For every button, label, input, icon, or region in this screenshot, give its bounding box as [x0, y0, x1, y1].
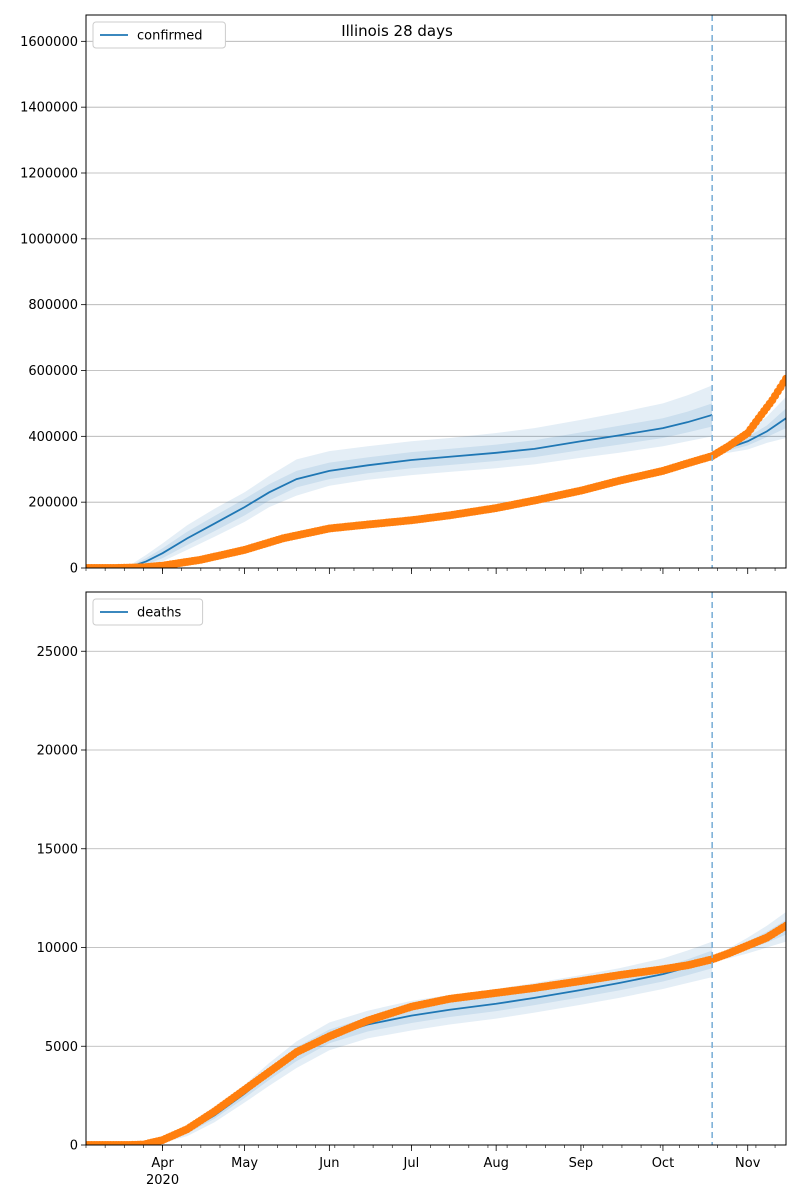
legend: confirmed: [92, 21, 226, 49]
y-tick-label-1: 200000: [28, 496, 78, 511]
y-tick-label-2: 10000: [37, 941, 78, 956]
y-tick-label-3: 15000: [37, 842, 78, 857]
confirmed-model-line-0: [86, 414, 713, 568]
x-tick-label-jul: Jul: [403, 1156, 420, 1171]
y-tick-label-0: 0: [70, 1139, 78, 1154]
y-tick-label-8: 1600000: [20, 35, 78, 50]
y-tick-label-6: 1200000: [20, 167, 78, 182]
confirmed-band-1-1: [712, 408, 786, 454]
y-tick-label-7: 1400000: [20, 101, 78, 116]
figure-title: Illinois 28 days: [341, 22, 453, 40]
y-tick-label-0: 0: [70, 562, 78, 577]
confirmed-band-0-0: [86, 385, 713, 568]
plot-area: [86, 911, 786, 1145]
axes-frame: [85, 591, 787, 1146]
x-tick-label-apr: Apr: [151, 1156, 174, 1171]
x-tick-label-may: May: [231, 1156, 258, 1171]
y-tick-label-2: 400000: [28, 430, 78, 445]
confirmed-band-1-0: [712, 396, 786, 455]
observed-point: [782, 374, 786, 383]
observed-points: [86, 374, 786, 568]
x-tick-label-oct: Oct: [652, 1156, 674, 1171]
axes-frame: [85, 14, 787, 569]
x-tick-label-nov: Nov: [735, 1156, 761, 1171]
deaths-band-0-1: [86, 950, 713, 1145]
legend-label-confirmed: confirmed: [137, 29, 203, 44]
y-tick-label-5: 25000: [37, 645, 78, 660]
y-tick-label-5: 1000000: [20, 232, 78, 247]
observed-points: [86, 921, 786, 1145]
legend: deaths: [92, 598, 204, 626]
x-tick-label-aug: Aug: [483, 1156, 508, 1171]
legend-box: [92, 21, 226, 49]
y-tick-label-3: 600000: [28, 364, 78, 379]
panel-deaths: 0 5000 10000 15000 20000 25000 Apr May Jun Jul Aug…: [37, 591, 787, 1188]
plot-area: [86, 374, 786, 568]
y-tick-label-4: 800000: [28, 298, 78, 313]
observed-point: [782, 921, 786, 930]
x-tick-label-sep: Sep: [569, 1156, 594, 1171]
panel-confirmed: 0 200000 400000 600000 800000 1000000 1200000 1…: [20, 14, 787, 577]
y-tick-label-4: 20000: [37, 744, 78, 759]
x-tick-label-jun: Jun: [318, 1156, 339, 1171]
legend-box: [92, 598, 204, 626]
legend-label-deaths: deaths: [137, 606, 182, 621]
x-year-label: 2020: [146, 1173, 179, 1188]
y-tick-label-1: 5000: [45, 1040, 78, 1055]
